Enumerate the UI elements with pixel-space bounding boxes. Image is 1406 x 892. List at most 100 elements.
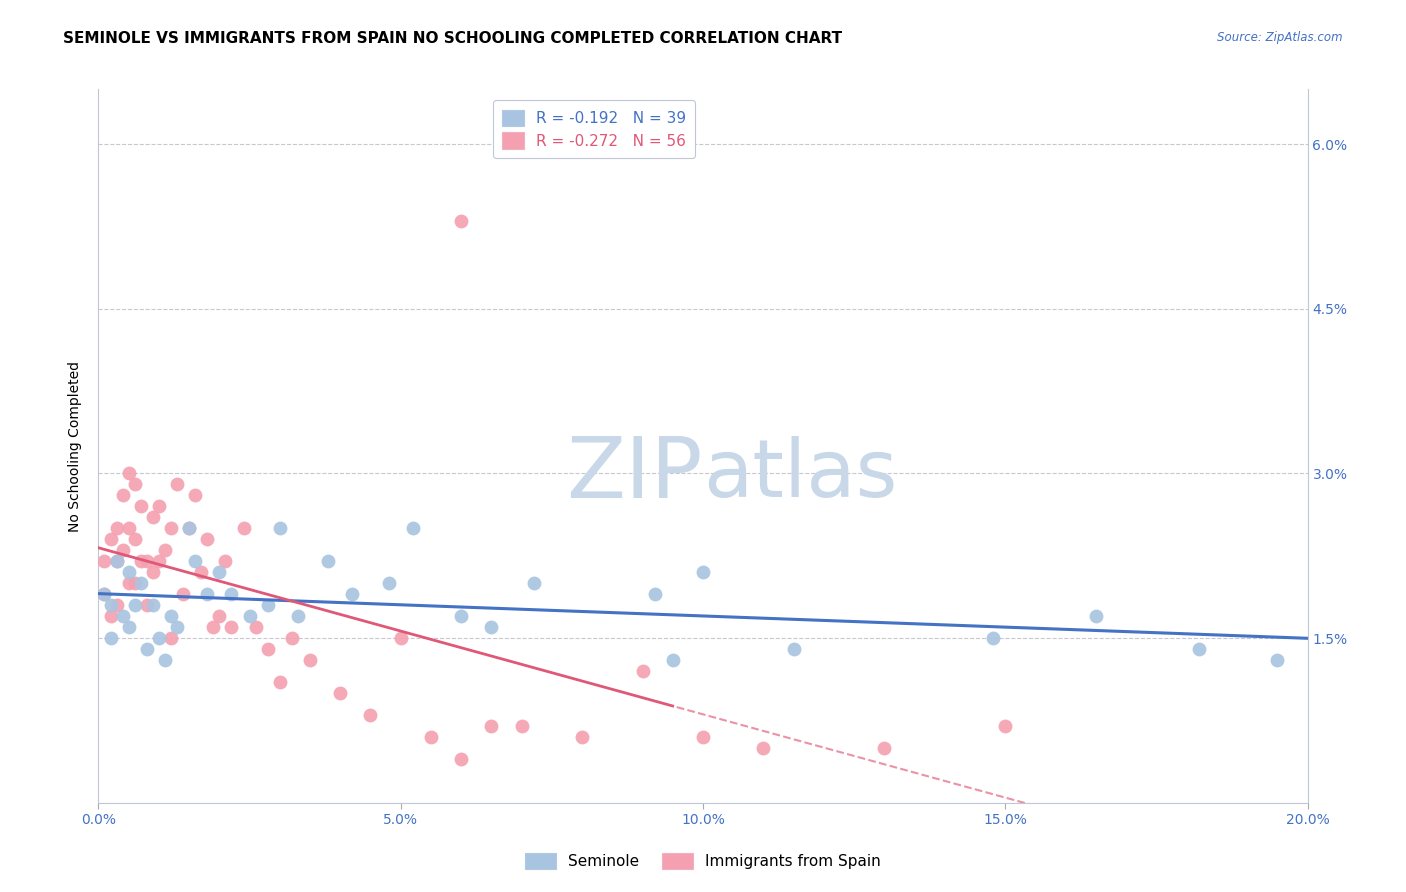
Point [142,510,165,524]
Point [232,521,254,535]
Point [129,576,152,591]
Point [93,587,115,601]
Point [160,609,183,624]
Point [93,587,115,601]
Point [118,566,141,580]
Point [450,214,472,228]
Point [692,566,714,580]
Point [214,554,236,568]
Point [179,521,201,535]
Text: SEMINOLE VS IMMIGRANTS FROM SPAIN NO SCHOOLING COMPLETED CORRELATION CHART: SEMINOLE VS IMMIGRANTS FROM SPAIN NO SCH… [63,31,842,46]
Point [281,631,304,645]
Point [100,609,122,624]
Point [124,477,146,491]
Point [221,620,243,634]
Point [118,467,141,481]
Point [153,653,176,667]
Point [135,554,157,568]
Point [118,521,141,535]
Point [166,477,188,491]
Point [153,543,176,558]
Point [631,664,654,678]
Point [269,675,291,690]
Point [148,554,170,568]
Point [148,631,170,645]
Point [450,609,472,624]
Point [135,598,157,612]
Y-axis label: No Schooling Completed: No Schooling Completed [69,360,83,532]
Point [179,521,201,535]
Point [245,620,267,634]
Point [644,587,666,601]
Point [111,543,134,558]
Point [111,609,134,624]
Point [287,609,309,624]
Point [661,653,683,667]
Point [195,587,218,601]
Point [523,576,546,591]
Point [256,598,278,612]
Point [256,642,278,657]
Point [221,587,243,601]
Text: atlas: atlas [703,435,897,514]
Point [202,620,225,634]
Point [129,500,152,514]
Point [329,686,352,700]
Legend: R = -0.192   N = 39, R = -0.272   N = 56: R = -0.192 N = 39, R = -0.272 N = 56 [494,101,695,158]
Point [994,719,1017,733]
Point [135,642,157,657]
Point [111,488,134,502]
Point [100,533,122,547]
Point [481,620,503,634]
Point [389,631,412,645]
Point [510,719,533,733]
Point [360,708,382,723]
Text: Source: ZipAtlas.com: Source: ZipAtlas.com [1218,31,1343,45]
Point [1188,642,1211,657]
Point [981,631,1004,645]
Point [1085,609,1108,624]
Point [316,554,339,568]
Point [571,730,593,744]
Point [93,554,115,568]
Point [105,521,128,535]
Point [208,566,231,580]
Point [692,730,714,744]
Legend: Seminole, Immigrants from Spain: Seminole, Immigrants from Spain [519,847,887,875]
Point [166,620,188,634]
Point [142,598,165,612]
Point [752,740,775,755]
Point [420,730,443,744]
Point [377,576,399,591]
Point [208,609,231,624]
Point [195,533,218,547]
Point [1267,653,1289,667]
Point [142,566,165,580]
Point [100,631,122,645]
Point [124,533,146,547]
Point [118,620,141,634]
Point [129,554,152,568]
Point [148,500,170,514]
Point [184,554,207,568]
Point [160,521,183,535]
Point [124,598,146,612]
Point [342,587,364,601]
Point [873,740,896,755]
Point [105,598,128,612]
Point [105,554,128,568]
Point [402,521,425,535]
Point [450,752,472,766]
Point [160,631,183,645]
Point [481,719,503,733]
Point [783,642,806,657]
Point [172,587,194,601]
Point [105,554,128,568]
Point [118,576,141,591]
Point [100,598,122,612]
Text: ZIP: ZIP [567,433,703,516]
Point [269,521,291,535]
Point [124,576,146,591]
Point [239,609,262,624]
Point [190,566,212,580]
